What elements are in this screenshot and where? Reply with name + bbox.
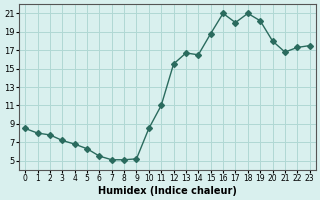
X-axis label: Humidex (Indice chaleur): Humidex (Indice chaleur) [98, 186, 237, 196]
